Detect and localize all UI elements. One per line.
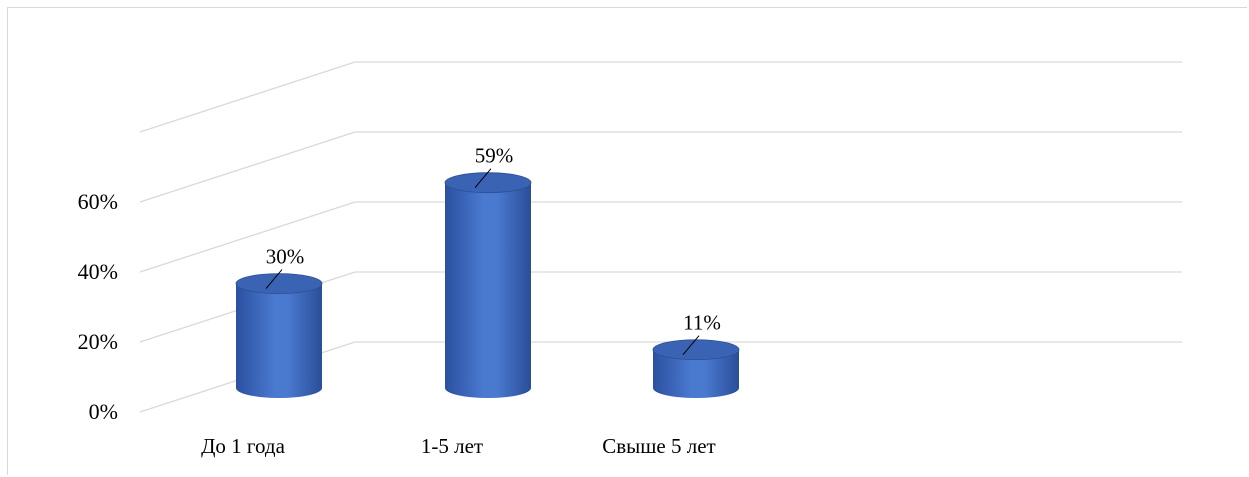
gridline-side [139,131,356,203]
leader-line [265,269,283,289]
y-tick-label: 60% [78,189,118,214]
bars [235,172,740,398]
category-label: 1-5 лет [421,434,483,458]
x-axis-categories: До 1 года 1-5 лет Свыше 5 лет [201,434,716,458]
y-tick-label: 20% [78,329,118,354]
leader-line [474,168,492,189]
bar-body [653,349,739,398]
data-label: 59% [475,144,514,168]
bar [444,172,532,398]
bar [652,339,740,398]
bar [235,273,323,398]
data-labels: 30% 59% 11% [265,144,721,356]
y-axis-ticks: 0% 20% 40% 60% [78,189,118,424]
y-tick-label: 0% [89,399,118,424]
gridline-side [139,201,356,273]
bar-body [236,283,322,398]
bar-top [444,172,532,194]
bar-top [235,273,323,295]
gridline-side [139,61,356,133]
bar-top [652,339,740,361]
chart-area [7,7,1247,475]
data-label: 30% [266,245,305,269]
category-label: До 1 года [201,434,285,458]
y-tick-label: 40% [78,259,118,284]
category-label: Свыше 5 лет [602,434,716,458]
data-label: 11% [683,311,721,335]
leader-line [682,335,700,356]
bar-body [445,182,531,398]
